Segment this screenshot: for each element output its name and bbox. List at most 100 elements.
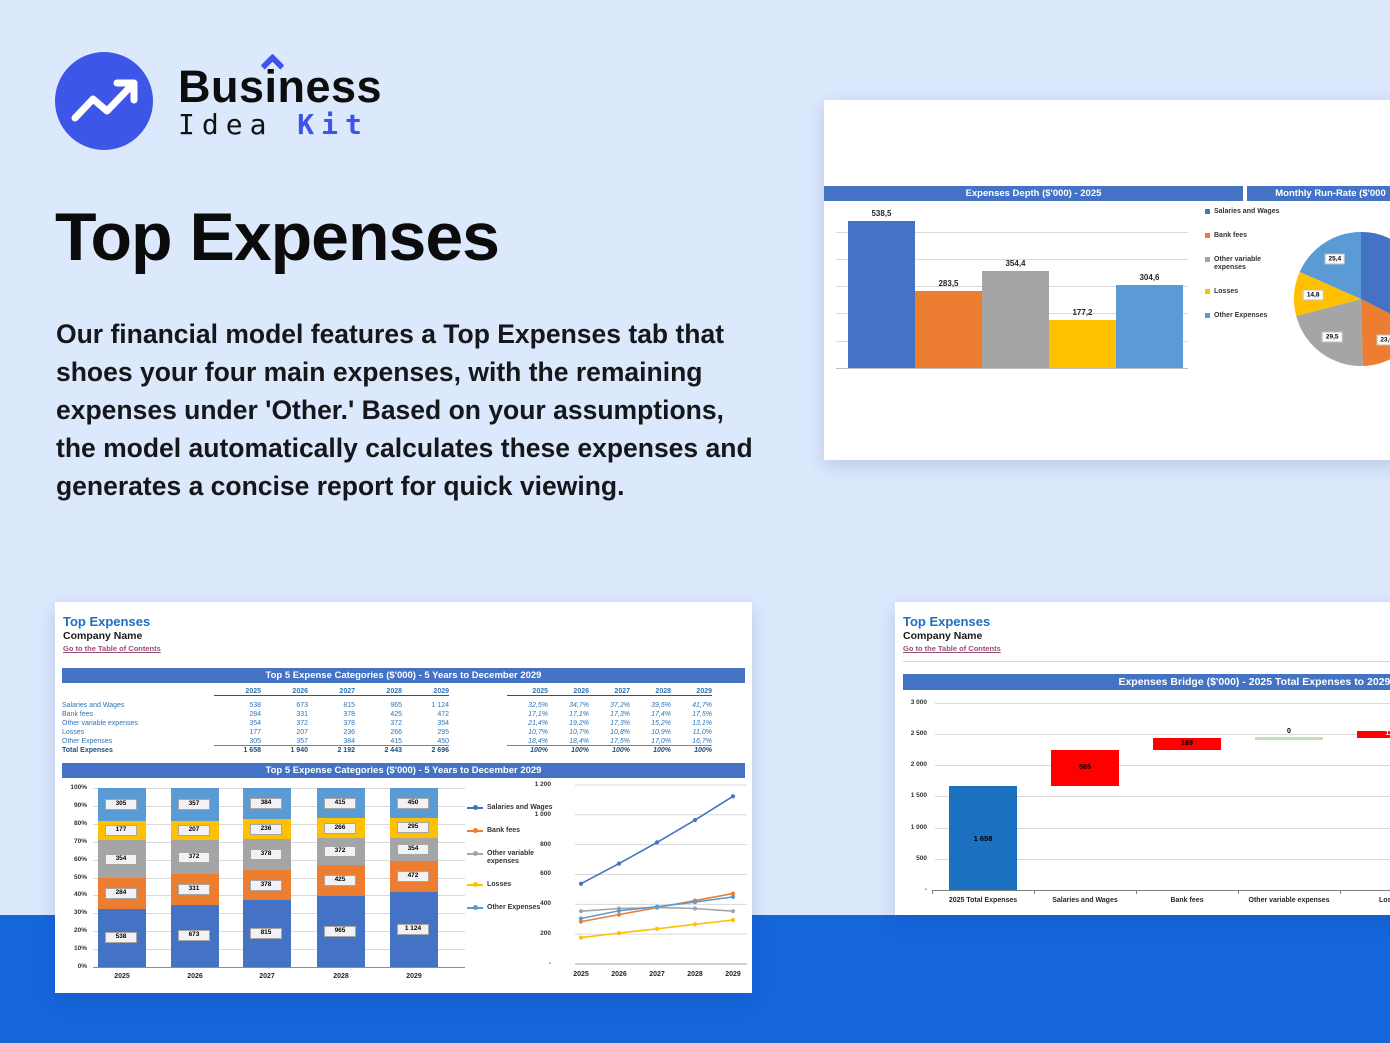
table-of-contents-link[interactable]: Go to the Table of Contents — [903, 644, 1001, 653]
x-axis-tick-label: 2025 Total Expenses — [948, 897, 1018, 904]
bar-value-label: 585 — [1079, 764, 1091, 772]
table-cell: 236 — [343, 729, 355, 736]
legend-item: Other Expenses — [467, 904, 553, 913]
data-point — [616, 861, 622, 866]
expenses-bridge-screenshot: Top Expenses Company Name Go to the Tabl… — [895, 602, 1390, 915]
y-axis-tick-label: 1 500 — [910, 792, 927, 800]
gridline — [935, 796, 1390, 798]
pie-slice — [1299, 232, 1361, 299]
data-point — [692, 817, 698, 823]
axis-tick — [1340, 890, 1341, 894]
axis-tick — [1034, 890, 1035, 894]
segment-value-label: 372 — [178, 851, 210, 863]
pie-chart-title: Monthly Run-Rate ($'000 — [1247, 186, 1390, 201]
pie-value-label: 25,4 — [1324, 253, 1346, 265]
table-cell: 2029 — [671, 688, 712, 696]
data-point — [616, 912, 622, 917]
x-axis-tick-label: Other variable expenses — [1248, 897, 1330, 904]
sheet-title: Top Expenses — [903, 614, 991, 629]
table-cell: 378 — [343, 711, 355, 718]
table-year-header-row: 2025 2026 2027 2028 2029 2025 2026 2027 2028 2029 — [62, 687, 730, 696]
x-axis-tick-label: Bank fees — [1170, 897, 1204, 904]
growth-arrow-icon — [55, 52, 153, 150]
legend-label: Losses — [1214, 288, 1239, 295]
legend-item: Other variable expenses — [1205, 256, 1291, 274]
legend-item: Bank fees — [1205, 232, 1291, 241]
data-point — [730, 891, 736, 896]
table-cell: 100% — [653, 747, 671, 754]
table-cell: 415 — [355, 738, 402, 746]
table-cell: 2026 — [548, 688, 589, 696]
bar-value-label: 189 — [1181, 739, 1193, 747]
segment-value-label: 425 — [324, 875, 356, 887]
line-chart — [575, 784, 747, 965]
table-cell: 100% — [530, 747, 548, 754]
bar-value-label: 283,5 — [938, 278, 959, 288]
x-axis-tick-label: Salaries and Wages — [1052, 897, 1118, 904]
y-axis-tick-label: 1 000 — [910, 823, 927, 831]
table-cell: 17,1% — [528, 711, 548, 718]
table-of-contents-link[interactable]: Go to the Table of Contents — [63, 644, 161, 653]
gridline — [935, 733, 1390, 735]
table-cell: 34,7% — [569, 702, 589, 709]
legend-marker — [473, 882, 478, 887]
table-cell: 472 — [437, 711, 449, 718]
bar — [915, 290, 982, 368]
data-point — [692, 906, 698, 911]
table-cell: Bank fees — [62, 711, 94, 718]
gridline — [836, 231, 1188, 233]
segment-value-label: 965 — [324, 926, 356, 938]
table-cell: 100% — [612, 747, 630, 754]
company-name: Company Name — [63, 630, 143, 642]
table-row: Losses 177 207 236 266 295 10,7% 10,7% 10,8% 10,9… — [62, 728, 730, 737]
table-cell: 10,9% — [651, 729, 671, 736]
table-cell: 10,7% — [528, 729, 548, 736]
segment-value-label: 1 124 — [397, 924, 429, 936]
y-axis-tick-label: 400 — [540, 900, 551, 908]
waterfall-base-bar — [949, 786, 1017, 890]
table-cell: 673 — [296, 702, 308, 709]
table-cell: 11,0% — [692, 729, 712, 736]
gridline — [836, 258, 1188, 260]
data-point — [730, 917, 736, 923]
segment-value-label: 384 — [250, 798, 282, 810]
pie-value-label: 29,5 — [1321, 331, 1343, 343]
table-cell: 384 — [308, 738, 355, 746]
bar-chart-title: Expenses Depth ($'000) - 2025 — [824, 186, 1243, 201]
x-axis-tick-label: 2029 — [406, 973, 422, 980]
table-cell: 17,5% — [589, 738, 630, 746]
legend-marker — [473, 805, 478, 810]
bar — [1049, 319, 1116, 368]
table-cell: 17,5% — [692, 711, 712, 718]
table-cell: 284 — [249, 711, 261, 718]
x-axis-tick-label: 2028 — [687, 971, 703, 978]
legend-swatch — [1205, 256, 1210, 262]
chart-header-bar: Top 5 Expense Categories ($'000) - 5 Yea… — [62, 763, 745, 778]
bar — [982, 271, 1049, 368]
table-cell: 10,7% — [569, 729, 589, 736]
legend-line-icon — [467, 850, 483, 857]
data-point — [730, 909, 736, 914]
segment-value-label: 372 — [324, 846, 356, 858]
legend-item: Losses — [467, 881, 553, 890]
table-cell: 17,3% — [610, 720, 630, 727]
legend-label: Other variable expenses — [487, 849, 535, 866]
top-expenses-sheet-screenshot: Top Expenses Company Name Go to the Tabl… — [55, 602, 752, 993]
segment-value-label: 305 — [105, 798, 137, 810]
segment-value-label: 207 — [178, 824, 210, 836]
legend-marker — [473, 827, 478, 833]
brand-word-kit: Kit — [297, 107, 369, 141]
y-axis-tick-label: 800 — [540, 840, 551, 848]
legend-label: Salaries and Wages — [487, 804, 553, 811]
segment-value-label: 331 — [178, 884, 210, 896]
table-cell: 354 — [249, 720, 261, 727]
gridline — [935, 765, 1390, 766]
table-cell: 100% — [694, 747, 712, 754]
y-axis-tick-label: 2 500 — [910, 729, 927, 737]
y-axis-tick-label: 1 200 — [534, 780, 551, 788]
table-cell: 378 — [343, 720, 355, 727]
table-cell: Total Expenses — [62, 747, 113, 754]
table-cell: Losses — [62, 729, 85, 736]
gridline — [935, 702, 1390, 704]
segment-value-label: 378 — [250, 848, 282, 860]
